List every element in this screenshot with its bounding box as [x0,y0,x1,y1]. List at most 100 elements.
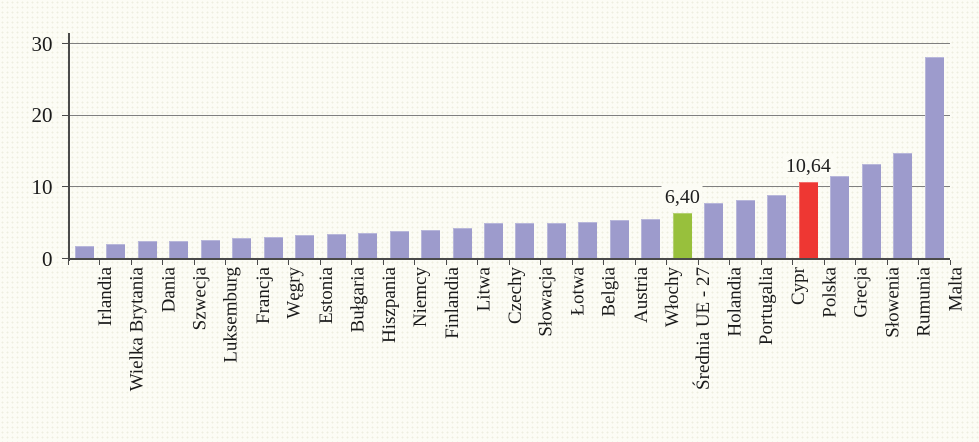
category-label-niemcy: Niemcy [410,266,432,327]
x-axis-tick [508,259,510,265]
category-label-hiszpania: Hiszpania [378,266,400,343]
data-label-polska: 10,64 [782,155,834,178]
bar-francja [232,238,252,259]
x-axis-tick [949,259,951,265]
bar-hiszpania [358,233,378,259]
bar-austria [609,220,629,259]
x-axis-tick [666,259,668,265]
gridline-20 [68,114,950,116]
bar-luksemburg [200,239,220,259]
bar-irlandia [74,245,94,259]
x-axis-tick [193,259,195,265]
category-label-grecja: Grecja [850,266,872,318]
bar-portugalia [735,199,755,259]
x-axis-tick [918,259,920,265]
bar-czechy [484,223,503,259]
x-axis-tick [760,259,762,265]
category-label-cypr: Cypr [787,266,809,305]
category-label-finlandia: Finlandia [441,266,463,339]
y-axis-tick-label: 30 [31,31,53,56]
category-label-irlandia: Irlandia [95,266,117,326]
y-axis-tick-label: 20 [31,103,53,128]
bar-litwa [452,228,472,259]
x-axis-tick [225,259,227,265]
y-axis-tick-label: 0 [42,246,53,271]
x-axis-tick [697,259,699,265]
category-label-bulgaria: Bułgaria [347,266,369,332]
category-label-srednia-ue-27: Średnia UE - 27 [693,266,715,390]
x-axis-tick [256,259,258,265]
category-label-francja: Francja [252,266,274,324]
category-label-holandia: Holandia [724,266,746,337]
bar-niemcy [389,230,409,259]
bar-grecja [830,176,850,259]
y-axis-tick-0 [61,258,69,259]
category-label-wegry: Węgry [284,266,306,319]
bar-szwecja [169,240,189,259]
category-label-belgia: Belgia [598,266,620,317]
x-axis-tick [351,259,353,265]
bar-srednia-ue-27 [672,212,692,259]
bar-bulgaria [326,234,346,259]
gridline-30 [68,43,950,44]
category-label-wlochy: Włochy [661,266,683,327]
bar-belgia [578,221,598,259]
bar-finlandia [421,229,441,259]
data-label-srednia-ue-27: 6,40 [661,185,703,208]
bar-dania [137,241,157,259]
bar-cypr [767,195,787,259]
x-axis-line [68,258,950,260]
category-label-portugalia: Portugalia [756,266,778,345]
bar-malta [924,57,944,259]
x-axis-tick [477,259,479,265]
gridline-10 [68,186,950,188]
category-label-rumunia: Rumunia [913,266,935,337]
category-label-malta: Malta [945,266,967,311]
category-label-lotwa: Łotwa [567,266,589,316]
category-label-austria: Austria [630,266,652,323]
bar-wegry [263,237,283,259]
x-axis-tick [603,259,605,265]
bar-rumunia [893,153,913,259]
x-axis-tick [729,259,731,265]
x-axis-tick [382,259,384,265]
category-label-polska: Polska [819,266,841,318]
x-axis-tick [571,259,573,265]
category-label-czechy: Czechy [504,266,526,324]
category-label-luksemburg: Luksemburg [221,266,243,363]
x-axis-tick [68,259,69,265]
x-axis-tick [540,259,542,265]
bar-holandia [704,202,724,259]
x-axis-tick [792,259,794,265]
x-axis-tick [886,259,888,265]
x-axis-tick [130,259,132,265]
y-axis-tick-label: 10 [31,174,53,199]
category-label-dania: Dania [158,266,180,312]
y-axis-tick-20 [61,114,69,116]
bar-estonia [295,234,315,259]
bar-slowenia [861,163,881,259]
category-label-slowenia: Słowenia [882,266,904,338]
category-label-slowacja: Słowacja [536,266,557,337]
y-axis-line [67,33,70,261]
x-axis-tick [855,259,857,265]
x-axis-tick [634,259,636,265]
category-label-wielka-brytania: Wielka Brytania [126,266,148,391]
category-label-estonia: Estonia [315,266,337,324]
category-label-litwa: Litwa [473,266,495,311]
bar-wlochy [641,219,661,259]
bar-wielka-brytania [106,244,126,259]
x-axis-tick [288,259,290,265]
x-axis-tick [99,259,101,265]
x-axis-tick [319,259,321,265]
bar-slowacja [515,222,535,259]
x-axis-tick [823,259,825,265]
bar-polska [798,182,818,259]
x-axis-tick [162,259,164,265]
y-axis-tick-10 [61,186,69,188]
y-axis-tick-30 [61,43,69,44]
bar-lotwa [546,222,566,259]
category-label-szwecja: Szwecja [189,266,211,330]
x-axis-tick [445,259,447,265]
